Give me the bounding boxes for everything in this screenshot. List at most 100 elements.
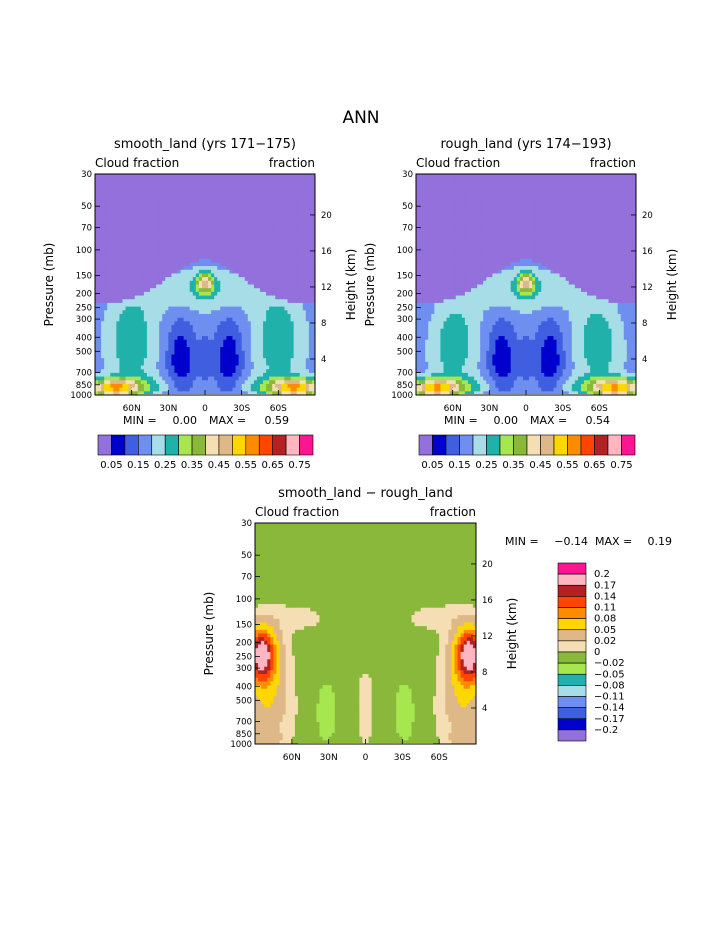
colorbar-box — [580, 434, 595, 456]
max-label: MAX = — [595, 535, 632, 548]
y-tick-label: 850 — [76, 381, 92, 391]
right-label: fraction — [430, 505, 476, 519]
colorbar-label: 0.35 — [181, 460, 203, 471]
right-label: fraction — [590, 156, 636, 170]
colorbar-label: 0.11 — [594, 603, 616, 614]
colorbar-box — [459, 434, 474, 456]
colorbar-box — [232, 434, 247, 456]
contour-field — [416, 174, 636, 395]
x-tick-label: 60N — [283, 753, 301, 763]
colorbar-label: 0.35 — [502, 460, 524, 471]
colorbar-label: 0.55 — [556, 460, 578, 471]
colorbar-label: 0.75 — [288, 460, 310, 471]
colorbar-box — [557, 607, 587, 619]
y-tick-label: 500 — [397, 347, 413, 357]
y2-tick-label: 12 — [642, 283, 653, 293]
colorbar-box — [205, 434, 220, 456]
y-axis-title: Pressure (mb) — [202, 592, 216, 676]
panel-2: smooth_land − rough_land Cloud fraction fr… — [202, 486, 672, 763]
colorbar-box — [540, 434, 555, 456]
y-tick-label: 400 — [236, 682, 252, 692]
colorbar-label: 0 — [594, 647, 600, 658]
y-tick-label: 300 — [76, 315, 92, 325]
colorbar-label: −0.02 — [594, 658, 625, 669]
colorbar-label: 0.14 — [594, 591, 616, 602]
x-tick-label: 60S — [591, 404, 608, 414]
colorbar-box — [138, 434, 153, 456]
colorbar-box — [258, 434, 273, 456]
y-tick-label: 30 — [81, 170, 92, 180]
colorbar-box — [557, 651, 587, 664]
y-tick-label: 150 — [236, 620, 252, 630]
colorbar-box — [557, 573, 587, 586]
colorbar-box — [557, 729, 587, 742]
y-tick-label: 150 — [76, 271, 92, 281]
colorbar-label: 0.55 — [235, 460, 257, 471]
panel-title: smooth_land (yrs 171−175) — [114, 137, 296, 152]
colorbar-box — [557, 662, 587, 675]
y2-tick-label: 16 — [321, 247, 332, 257]
x-tick-label: 30S — [233, 404, 250, 414]
colorbar-box — [557, 640, 587, 653]
colorbar-box — [151, 434, 166, 456]
min-label: MIN = — [444, 414, 478, 427]
colorbar-label: 0.05 — [594, 625, 616, 636]
colorbar-label: 0.17 — [594, 580, 616, 591]
y-tick-label: 200 — [236, 639, 252, 649]
y-tick-label: 70 — [81, 223, 92, 233]
colorbar-box — [418, 434, 433, 456]
y2-tick-label: 12 — [482, 632, 493, 642]
colorbar-box — [621, 434, 636, 456]
y-tick-label: 1000 — [70, 391, 92, 401]
colorbar-label: −0.2 — [594, 725, 618, 736]
panel-1: rough_land (yrs 174−193) Cloud fraction fr… — [363, 137, 679, 471]
max-value: 0.54 — [586, 414, 611, 427]
y-tick-label: 1000 — [230, 740, 252, 750]
max-value: 0.59 — [265, 414, 290, 427]
colorbar-box — [557, 718, 587, 731]
y-tick-label: 70 — [241, 572, 252, 582]
min-label: MIN = — [123, 414, 157, 427]
max-label: MAX = — [530, 414, 567, 427]
contour-field — [95, 174, 315, 395]
colorbar-label: 0.75 — [610, 460, 632, 471]
panel-0: smooth_land (yrs 171−175) Cloud fraction f… — [42, 137, 358, 471]
colorbar-label: −0.05 — [594, 669, 625, 680]
y2-tick-label: 20 — [321, 211, 332, 221]
y-axis-title: Pressure (mb) — [42, 243, 56, 327]
y-tick-label: 150 — [397, 271, 413, 281]
colorbar-label: 0.25 — [154, 460, 176, 471]
contour-field — [255, 523, 476, 744]
min-value: −0.14 — [554, 535, 588, 548]
right-label: fraction — [269, 156, 315, 170]
y2-tick-label: 8 — [321, 319, 326, 329]
y-tick-label: 1000 — [391, 391, 413, 401]
y2-tick-label: 12 — [321, 283, 332, 293]
colorbar-label: 0.08 — [594, 614, 616, 625]
y-tick-label: 400 — [76, 333, 92, 343]
y2-axis-title: Height (km) — [344, 249, 358, 320]
panel-title: rough_land (yrs 174−193) — [440, 137, 611, 152]
colorbar-box — [432, 434, 447, 456]
colorbar-label: 0.45 — [529, 460, 551, 471]
x-tick-label: 60N — [444, 404, 462, 414]
y-tick-label: 70 — [402, 223, 413, 233]
colorbar-box — [445, 434, 460, 456]
colorbar-box — [557, 685, 587, 697]
min-value: 0.00 — [173, 414, 198, 427]
colorbar-box — [557, 707, 587, 720]
colorbar-box — [557, 629, 587, 642]
colorbar-box — [472, 434, 487, 456]
colorbar-box — [557, 673, 587, 686]
colorbar-label: 0.65 — [583, 460, 605, 471]
y-tick-label: 700 — [76, 369, 92, 379]
max-value: 0.19 — [648, 535, 673, 548]
colorbar-label: 0.15 — [127, 460, 149, 471]
colorbar-box — [557, 696, 587, 708]
colorbar-box — [607, 434, 622, 456]
page-title: ANN — [342, 108, 379, 128]
y2-tick-label: 8 — [482, 668, 487, 678]
y-tick-label: 300 — [397, 315, 413, 325]
y-tick-label: 200 — [76, 290, 92, 300]
